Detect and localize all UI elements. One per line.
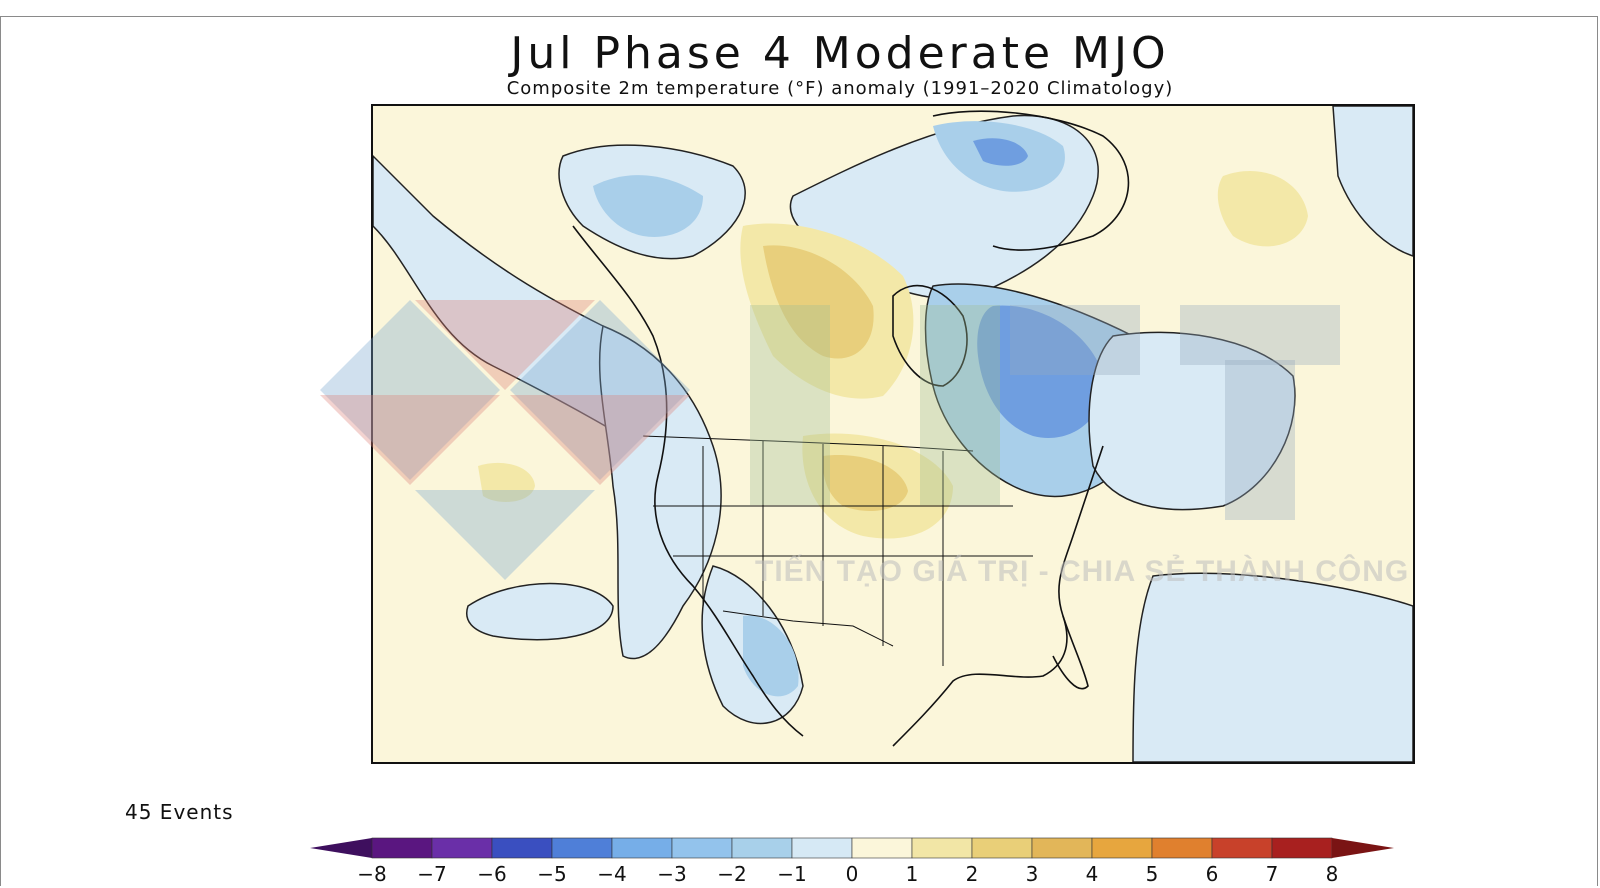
colorbar-tick-label: −7 [417,862,447,886]
warm-region-north-atlantic [1217,170,1308,247]
colorbar-tick-label: 2 [965,862,979,886]
florida [1052,615,1089,690]
colorbar-tick-label: −8 [357,862,387,886]
colorbar-segment [1031,837,1093,859]
colorbar-segment [671,837,733,859]
hudson-bay [892,284,968,387]
anomaly-map [371,104,1415,764]
colorbar-under-arrow [310,838,372,858]
colorbar-tick-label: 5 [1145,862,1159,886]
cool-region-north-atlantic-east [1332,106,1413,257]
colorbar-tick-label: 6 [1205,862,1219,886]
colorbar-tick-label: −4 [597,862,627,886]
very-cold-greenland [973,138,1028,166]
colorbar-segment [911,837,973,859]
cold-region-quebec [977,305,1104,438]
anomaly-map-canvas [373,106,1413,762]
warm-spot-pacific [478,462,535,502]
colorbar-tick-label: −2 [717,862,747,886]
colorbar-tick-label: −5 [537,862,567,886]
colorbar-over-arrow [1332,838,1394,858]
colorbar-segment [371,837,433,859]
state-province-borders [642,435,1033,666]
colorbar-tick-label: 3 [1025,862,1039,886]
map-subtitle: Composite 2m temperature (°F) anomaly (1… [506,78,1174,99]
map-title: Jul Phase 4 Moderate MJO [510,28,1170,79]
cold-region-alaska [593,175,703,237]
cool-region-west-coast [598,324,722,660]
colorbar-tick-label: 0 [845,862,859,886]
colorbar-tick-label: −1 [777,862,807,886]
colorbar-segment [791,837,853,859]
colorbar-segment [731,837,793,859]
colorbar-tick-label: 7 [1265,862,1279,886]
temperature-colorbar [310,837,1394,859]
colorbar-tick-label: −3 [657,862,687,886]
cool-region-atlantic [1088,331,1296,511]
colorbar-segment [1091,837,1153,859]
events-count: 45 Events [125,800,234,824]
cold-region-mexico [743,615,799,697]
colorbar-segment [851,837,913,859]
colorbar-tick-label: −6 [477,862,507,886]
us-canada-border [642,435,974,452]
warm-core-plains [822,455,908,511]
north-america-west-coast [572,225,804,737]
cool-region-east-pacific [466,582,614,641]
north-america-east-coast [892,445,1104,747]
warm-core-central-canada [763,245,874,359]
colorbar-segment [491,837,553,859]
cool-region-caribbean [1132,572,1413,762]
colorbar-segment [551,837,613,859]
greenland-outline [932,110,1130,251]
colorbar-segment [611,837,673,859]
colorbar-segment [1271,837,1333,859]
colorbar-tick-label: 4 [1085,862,1099,886]
colorbar-tick-label: 1 [905,862,919,886]
watermark-slogan: TIẾN TẠO GIÁ TRỊ - CHIA SẺ THÀNH CÔNG [755,555,1410,588]
colorbar-segment [1151,837,1213,859]
colorbar-segment [431,837,493,859]
colorbar-tick-label: 8 [1325,862,1339,886]
colorbar-segment [1211,837,1273,859]
colorbar-segment [971,837,1033,859]
coastlines [572,110,1130,747]
